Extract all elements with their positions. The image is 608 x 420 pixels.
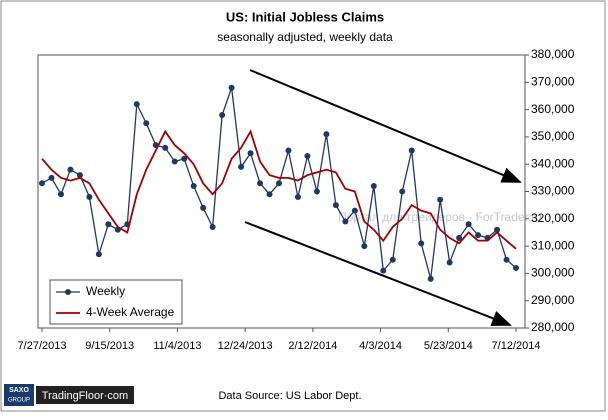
x-tick-label: 4/3/2014 xyxy=(359,340,402,352)
y-tick-label: 340,000 xyxy=(531,156,575,170)
x-tick-label: 7/12/2014 xyxy=(492,340,541,352)
x-tick-label: 5/23/2014 xyxy=(424,340,473,352)
data-point xyxy=(294,193,301,200)
data-point xyxy=(285,147,292,154)
data-point xyxy=(247,150,254,157)
x-tick-label: 11/4/2013 xyxy=(153,340,201,352)
data-point xyxy=(380,267,387,274)
data-point xyxy=(332,202,339,209)
y-tick-label: 330,000 xyxy=(531,184,575,198)
legend-label: Weekly xyxy=(86,284,125,298)
data-point xyxy=(67,166,74,173)
data-point xyxy=(370,183,377,190)
data-point xyxy=(418,240,425,247)
logo-brand: TradingFloor·com xyxy=(42,390,128,402)
data-point xyxy=(361,243,368,250)
chart-subtitle: seasonally adjusted, weekly data xyxy=(217,30,393,44)
data-point xyxy=(389,256,396,263)
data-point xyxy=(513,264,519,271)
logo-group: SAXO xyxy=(9,387,29,394)
y-tick-label: 300,000 xyxy=(531,266,575,280)
data-point xyxy=(238,163,245,170)
legend-marker xyxy=(65,289,71,295)
data-point xyxy=(200,204,207,211)
data-point xyxy=(48,174,55,181)
data-point xyxy=(446,259,453,266)
y-tick-label: 380,000 xyxy=(531,47,575,61)
frame xyxy=(0,0,606,412)
data-point xyxy=(342,218,349,225)
logo-group-sub: GROUP xyxy=(8,398,30,404)
data-point xyxy=(503,256,510,263)
data-point xyxy=(57,191,64,198)
y-tick-label: 360,000 xyxy=(531,102,575,116)
y-tick-label: 320,000 xyxy=(531,211,575,225)
data-point xyxy=(76,172,83,179)
data-point xyxy=(219,112,226,119)
data-point xyxy=(437,196,444,203)
data-point xyxy=(399,188,406,195)
data-point xyxy=(351,207,358,214)
data-point xyxy=(257,180,264,187)
data-point xyxy=(456,234,463,241)
y-tick-label: 350,000 xyxy=(531,129,575,143)
data-point xyxy=(143,120,150,127)
legend xyxy=(49,279,183,325)
data-point xyxy=(475,232,482,239)
data-point xyxy=(266,191,273,198)
data-point xyxy=(304,153,311,160)
data-point xyxy=(209,223,216,230)
y-tick-label: 310,000 xyxy=(531,238,575,252)
y-tick-label: 370,000 xyxy=(531,74,575,88)
data-point xyxy=(465,221,472,228)
data-point xyxy=(494,226,501,233)
data-point xyxy=(427,275,434,282)
data-point xyxy=(95,251,102,258)
legend-label: 4-Week Average xyxy=(86,305,175,319)
series-line xyxy=(41,129,517,250)
data-point xyxy=(105,221,112,228)
x-tick-label: 12/24/2013 xyxy=(218,340,273,352)
data-point xyxy=(323,131,330,138)
watermark: Портал для трейдеров - ForTrader.ru xyxy=(338,210,542,224)
x-tick-label: 9/15/2013 xyxy=(85,340,134,352)
data-point xyxy=(181,155,188,162)
logo-badge xyxy=(4,384,34,406)
x-tick-label: 7/27/2013 xyxy=(18,340,67,352)
source-note: Data Source: US Labor Dept. xyxy=(218,390,361,402)
data-point xyxy=(171,158,178,165)
data-point xyxy=(228,84,235,91)
data-point xyxy=(86,193,93,200)
trend-arrow xyxy=(244,221,512,326)
data-point xyxy=(408,147,415,154)
trend-arrow xyxy=(249,69,522,183)
x-tick-label: 2/12/2014 xyxy=(288,340,337,352)
data-point xyxy=(39,180,45,187)
chart-title: US: Initial Jobless Claims xyxy=(226,9,384,24)
data-point xyxy=(190,183,197,190)
data-point xyxy=(313,188,320,195)
data-point xyxy=(276,180,282,187)
y-tick-label: 280,000 xyxy=(531,320,575,334)
y-tick-label: 290,000 xyxy=(531,293,575,307)
data-point xyxy=(162,144,169,151)
data-point xyxy=(133,101,140,108)
logo-bar xyxy=(36,386,134,404)
